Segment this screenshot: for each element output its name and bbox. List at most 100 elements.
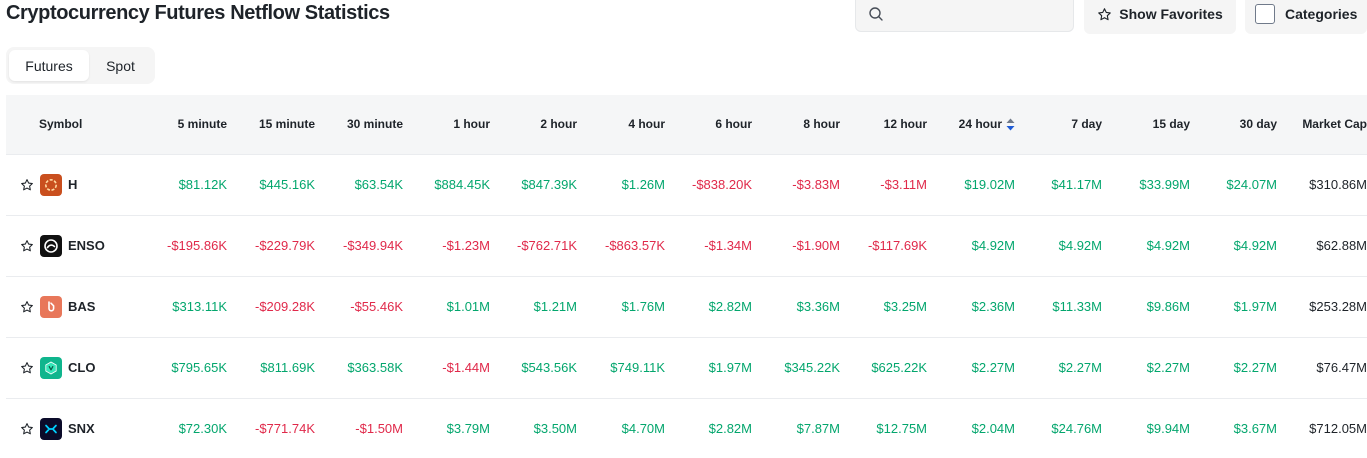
netflow-table: Symbol 5 minute 15 minute 30 minute 1 ho… — [6, 95, 1367, 458]
col-header-24-hour-label: 24 hour — [958, 117, 1002, 132]
col-header-7-day[interactable]: 7 day — [1071, 117, 1102, 132]
table-row[interactable]: SNX $72.30K -$771.74K -$1.50M $3.79M $3.50M $4… — [6, 398, 1367, 458]
col-header-30-minute[interactable]: 30 minute — [346, 117, 403, 132]
netflow-cell: $363.58K — [347, 360, 403, 375]
symbol-cell-content: BAS — [6, 277, 126, 337]
snx-coin-icon — [40, 417, 62, 440]
symbol-cell: BAS — [6, 276, 126, 337]
netflow-cell: $795.65K — [171, 360, 227, 375]
col-header-symbol: Symbol — [39, 117, 83, 132]
col-header-market-cap[interactable]: Market Cap — [1302, 117, 1367, 132]
col-header-6-hour[interactable]: 6 hour — [715, 117, 752, 132]
netflow-cell: -$1.34M — [704, 238, 752, 253]
table-row[interactable]: ENSO -$195.86K -$229.79K -$349.94K -$1.23M -$… — [6, 215, 1367, 276]
netflow-cell: $1.01M — [446, 299, 490, 314]
tab-futures[interactable]: Futures — [9, 50, 89, 81]
netflow-cell: $2.04M — [971, 421, 1015, 436]
netflow-cell: -$863.57K — [605, 238, 665, 253]
search-input[interactable] — [892, 1, 1062, 25]
netflow-cell: $3.79M — [446, 421, 490, 436]
favorite-star-icon[interactable] — [20, 178, 34, 192]
page-title: Cryptocurrency Futures Netflow Statistic… — [6, 2, 390, 24]
netflow-cell: -$1.44M — [442, 360, 490, 375]
table-row[interactable]: BAS $313.11K -$209.28K -$55.46K $1.01M $1.21M… — [6, 276, 1367, 337]
symbol-cell-content: SNX — [6, 399, 126, 458]
table-row[interactable]: CLO $795.65K $811.69K $363.58K -$1.44M $543.5… — [6, 337, 1367, 398]
netflow-cell: -$1.23M — [442, 238, 490, 253]
netflow-cell: $1.26M — [621, 177, 665, 192]
search-icon — [869, 7, 883, 21]
col-header-8-hour[interactable]: 8 hour — [803, 117, 840, 132]
col-header-24-hour[interactable]: 24 hour — [927, 95, 1015, 154]
netflow-cell: $2.27M — [1058, 360, 1102, 375]
symbol-name: SNX — [68, 421, 95, 436]
netflow-cell: -$229.79K — [255, 238, 315, 253]
sort-icon[interactable] — [1006, 118, 1015, 131]
col-header-15-day[interactable]: 15 day — [1152, 117, 1190, 132]
netflow-cell: $12.75M — [876, 421, 927, 436]
categories-label: Categories — [1285, 6, 1358, 22]
netflow-cell: $24.76M — [1051, 421, 1102, 436]
netflow-cell: $2.36M — [971, 299, 1015, 314]
categories-button[interactable]: Categories — [1245, 0, 1367, 34]
netflow-cell: $19.02M — [964, 177, 1015, 192]
netflow-cell: $2.27M — [1233, 360, 1277, 375]
netflow-cell: -$3.11M — [880, 177, 927, 192]
netflow-cell: $63.54K — [354, 177, 403, 192]
market-cap-cell: $76.47M — [1316, 360, 1367, 375]
symbol-cell: SNX — [6, 398, 126, 458]
symbol-name: CLO — [68, 360, 96, 375]
netflow-cell: $4.92M — [1146, 238, 1190, 253]
netflow-cell: $2.82M — [708, 299, 752, 314]
h-coin-icon — [40, 173, 62, 196]
bas-coin-icon — [40, 295, 62, 318]
favorite-star-icon[interactable] — [20, 422, 34, 436]
symbol-cell-content: H — [6, 155, 126, 215]
table-row[interactable]: H $81.12K $445.16K $63.54K $884.45K $847.39K $… — [6, 154, 1367, 215]
netflow-cell: $4.70M — [621, 421, 665, 436]
netflow-cell: $3.67M — [1233, 421, 1277, 436]
market-cap-cell: $712.05M — [1309, 421, 1367, 436]
netflow-cell: -$1.90M — [792, 238, 840, 253]
netflow-cell: $884.45K — [434, 177, 490, 192]
col-header-5-minute[interactable]: 5 minute — [177, 117, 227, 132]
show-favorites-button[interactable]: Show Favorites — [1084, 0, 1236, 34]
table-header-row: Symbol 5 minute 15 minute 30 minute 1 ho… — [6, 95, 1367, 154]
symbol-name: BAS — [68, 299, 96, 314]
netflow-cell: -$195.86K — [167, 238, 227, 253]
netflow-cell: $543.56K — [521, 360, 577, 375]
netflow-cell: $625.22K — [871, 360, 927, 375]
netflow-cell: $811.69K — [260, 360, 315, 375]
col-header-2-hour[interactable]: 2 hour — [540, 117, 577, 132]
netflow-cell: $2.27M — [971, 360, 1015, 375]
search-box[interactable] — [855, 0, 1074, 32]
market-cap-cell: $310.86M — [1309, 177, 1367, 192]
netflow-cell: $1.21M — [533, 299, 577, 314]
netflow-cell: $9.94M — [1146, 421, 1190, 436]
netflow-cell: $4.92M — [1058, 238, 1102, 253]
netflow-cell: $24.07M — [1226, 177, 1277, 192]
favorite-star-icon[interactable] — [20, 239, 34, 253]
clo-coin-icon — [40, 356, 62, 379]
netflow-cell: $9.86M — [1146, 299, 1190, 314]
favorite-star-icon[interactable] — [20, 361, 34, 375]
col-header-30-day[interactable]: 30 day — [1239, 117, 1277, 132]
col-header-1-hour[interactable]: 1 hour — [453, 117, 490, 132]
netflow-cell: -$3.83M — [792, 177, 840, 192]
tab-spot[interactable]: Spot — [106, 57, 135, 74]
netflow-cell: -$55.46K — [350, 299, 403, 314]
netflow-cell: $345.22K — [784, 360, 840, 375]
symbol-name: ENSO — [68, 238, 105, 253]
netflow-cell: $2.27M — [1146, 360, 1190, 375]
netflow-cell: $33.99M — [1139, 177, 1190, 192]
col-header-12-hour[interactable]: 12 hour — [883, 117, 927, 132]
col-header-15-minute[interactable]: 15 minute — [258, 117, 315, 132]
netflow-cell: $1.97M — [1233, 299, 1277, 314]
favorite-star-icon[interactable] — [20, 300, 34, 314]
categories-checkbox[interactable] — [1255, 4, 1275, 24]
netflow-cell: $313.11K — [172, 299, 227, 314]
col-header-4-hour[interactable]: 4 hour — [628, 117, 665, 132]
netflow-cell: $1.76M — [621, 299, 665, 314]
netflow-cell: $11.33M — [1052, 299, 1102, 314]
netflow-cell: $7.87M — [796, 421, 840, 436]
